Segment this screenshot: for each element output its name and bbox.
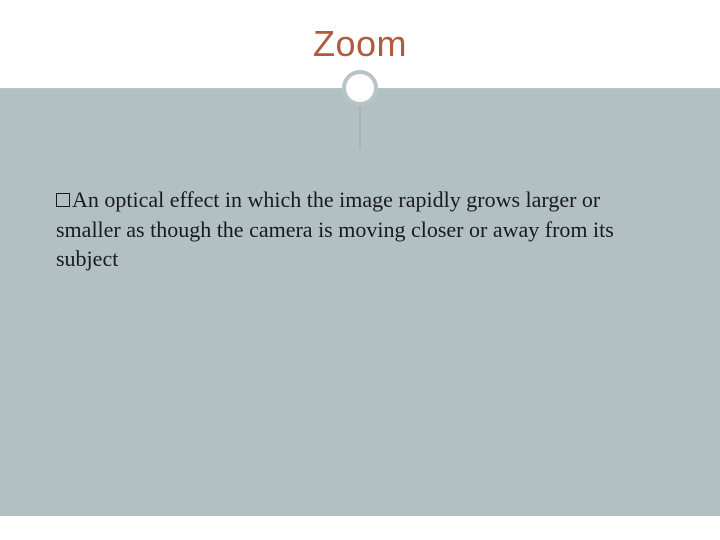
body-text-block: An optical effect in which the image rap… [56,185,664,274]
footer-bar [0,516,720,540]
content-background [0,89,720,516]
slide-title: Zoom [313,23,407,65]
circle-icon [342,70,378,106]
body-paragraph: An optical effect in which the image rap… [56,187,614,271]
slide-container: Zoom An optical effect in which the imag… [0,0,720,540]
square-bullet-icon [56,193,70,207]
